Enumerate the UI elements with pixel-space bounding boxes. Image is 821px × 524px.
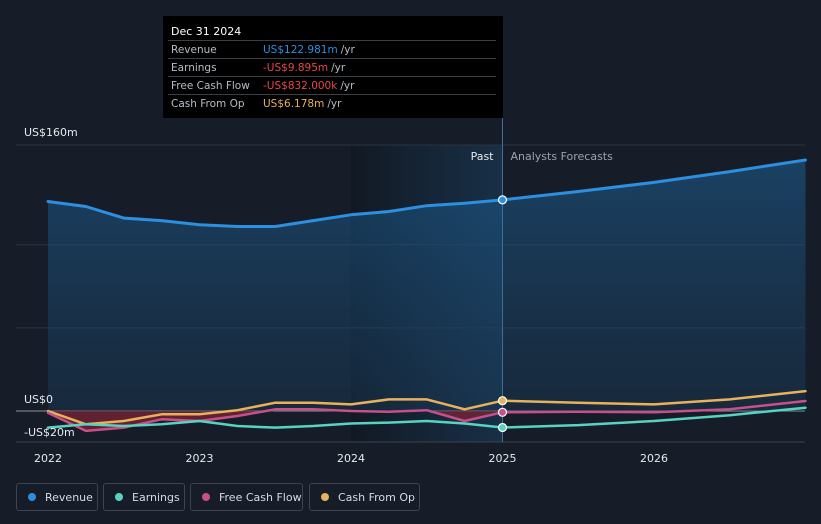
y-tick-label: US$0 [24,393,53,406]
y-tick-label: -US$20m [24,426,75,439]
marker-cash-from-op [497,396,508,406]
free-cash-flow-dot-icon [202,493,210,501]
x-tick-label: 2023 [186,452,214,465]
tooltip-row-earnings: Earnings -US$9.895m/yr [168,58,496,76]
earnings-dot-icon [115,493,123,501]
revenue-area [48,160,806,411]
tooltip-row-free-cash-flow: Free Cash Flow -US$832.000k/yr [168,76,496,94]
tooltip-value: -US$9.895m/yr [263,62,345,74]
tooltip-amount: US$122.981m [263,44,338,56]
past-label: Past [471,150,495,163]
tooltip-amount: US$6.178m [263,98,325,110]
legend-label: Earnings [132,490,180,504]
x-tick-label: 2024 [337,452,365,465]
forecast-label: Analysts Forecasts [511,150,614,163]
tooltip-label: Earnings [171,62,217,74]
legend-revenue[interactable]: Revenue [16,483,98,511]
legend-earnings[interactable]: Earnings [103,483,185,511]
revenue-dot-icon [28,493,36,501]
y-tick-label: US$160m [24,126,78,139]
tooltip-amount: -US$832.000k [263,80,338,92]
tooltip-amount: -US$9.895m [263,62,329,74]
tooltip-value: US$6.178m/yr [263,98,341,110]
tooltip-row-revenue: Revenue US$122.981m/yr [168,40,496,58]
tooltip-row-cash-from-op: Cash From Op US$6.178m/yr [168,94,496,112]
marker-earnings [497,422,508,433]
legend-free-cash-flow[interactable]: Free Cash Flow [190,483,303,511]
x-tick-label: 2026 [640,452,668,465]
loss-area [48,411,503,431]
legend-cash-from-op[interactable]: Cash From Op [309,483,420,511]
cash-from-op-dot-icon [321,493,329,501]
marker-revenue [497,195,508,205]
tooltip-value: -US$832.000k/yr [263,80,354,92]
tooltip-label: Free Cash Flow [171,80,250,92]
data-tooltip: Dec 31 2024 Revenue US$122.981m/yr Earni… [163,16,503,118]
tooltip-value: US$122.981m/yr [263,44,355,56]
legend-label: Revenue [45,490,93,504]
tooltip-date: Dec 31 2024 [171,25,242,38]
x-tick-label: 2022 [34,452,62,465]
tooltip-unit: /yr [327,98,342,110]
series-line-revenue [46,158,807,228]
tooltip-unit: /yr [340,80,355,92]
series-line-cash-from-op [46,389,807,426]
x-tick-label: 2025 [489,452,517,465]
marker-free-cash-flow [497,407,508,417]
series-line-free-cash-flow [46,399,807,433]
legend-label: Free Cash Flow [219,490,302,504]
legend-label: Cash From Op [338,490,416,504]
tooltip-label: Cash From Op [171,98,245,110]
tooltip-unit: /yr [340,44,355,56]
tooltip-unit: /yr [331,62,346,74]
series-line-earnings [46,406,807,429]
tooltip-label: Revenue [171,44,217,56]
